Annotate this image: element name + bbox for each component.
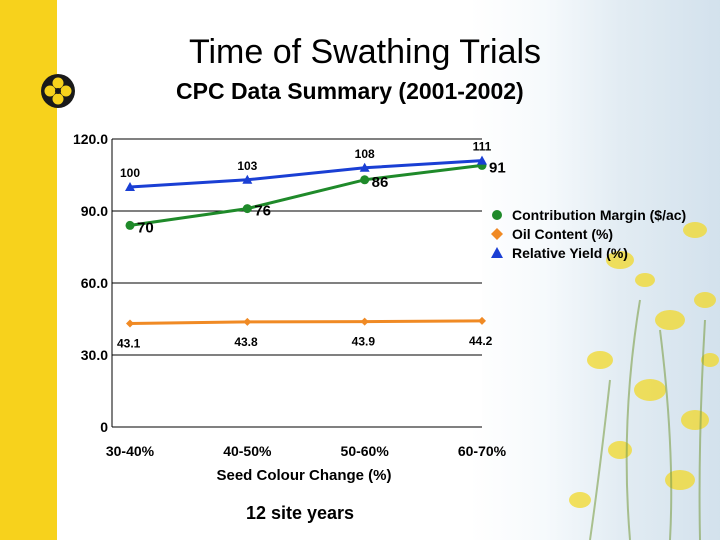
legend-label: Contribution Margin ($/ac)	[512, 206, 687, 223]
data-label: 43.9	[352, 335, 376, 349]
data-point	[359, 162, 370, 172]
data-point	[477, 155, 487, 165]
site-years-note: 12 site years	[245, 503, 355, 523]
series-line	[129, 319, 483, 326]
data-label: 111	[473, 140, 492, 154]
data-label: 43.1	[117, 337, 141, 351]
data-point	[242, 204, 252, 214]
data-label: 70	[137, 219, 154, 236]
canola-field-photo	[470, 0, 720, 541]
series-line	[129, 159, 483, 189]
legend-item-yield: Relative Yield (%)	[490, 243, 686, 262]
series-line	[129, 163, 483, 227]
x-tick-label: 30-40%	[106, 443, 155, 459]
y-tick-label: 60.0	[81, 275, 108, 291]
data-label: 44.2	[469, 334, 493, 348]
x-tick-label: 40-50%	[223, 443, 272, 459]
slide-subtitle: CPC Data Summary (2001-2002)	[176, 78, 524, 104]
data-point	[126, 319, 134, 328]
slide-title: Time of Swathing Trials	[188, 33, 542, 71]
y-tick-label: 120.0	[73, 131, 108, 147]
legend-item-contribution: Contribution Margin ($/ac)	[490, 205, 686, 224]
data-label: 103	[237, 159, 257, 173]
data-label: 76	[254, 203, 271, 220]
canola-flower-logo-icon	[41, 74, 75, 108]
data-label: 91	[489, 159, 506, 176]
y-tick-label: 30.0	[81, 347, 108, 363]
data-point	[125, 220, 135, 230]
legend-item-oil: Oil Content (%)	[490, 224, 686, 243]
data-label: 43.8	[234, 335, 258, 349]
data-point	[360, 317, 369, 326]
data-label: 108	[355, 147, 375, 161]
y-tick-label: 0	[100, 419, 108, 435]
data-point	[360, 175, 370, 185]
legend-label: Relative Yield (%)	[512, 244, 628, 261]
data-point	[125, 182, 135, 191]
data-label: 100	[120, 166, 140, 180]
x-tick-label: 50-60%	[341, 443, 390, 459]
data-point	[243, 317, 252, 326]
legend-label: Oil Content (%)	[512, 225, 614, 242]
x-axis-label: Seed Colour Change (%)	[216, 467, 392, 484]
data-point	[478, 316, 486, 325]
triangle-marker-icon	[491, 246, 503, 258]
data-point	[242, 174, 253, 184]
data-label: 86	[372, 174, 389, 191]
circle-marker-icon	[492, 209, 502, 220]
x-tick-label: 60-70%	[458, 443, 507, 459]
diamond-marker-icon	[491, 227, 503, 240]
chart-legend: Contribution Margin ($/ac) Oil Content (…	[490, 205, 686, 262]
y-tick-label: 90.0	[81, 203, 108, 219]
